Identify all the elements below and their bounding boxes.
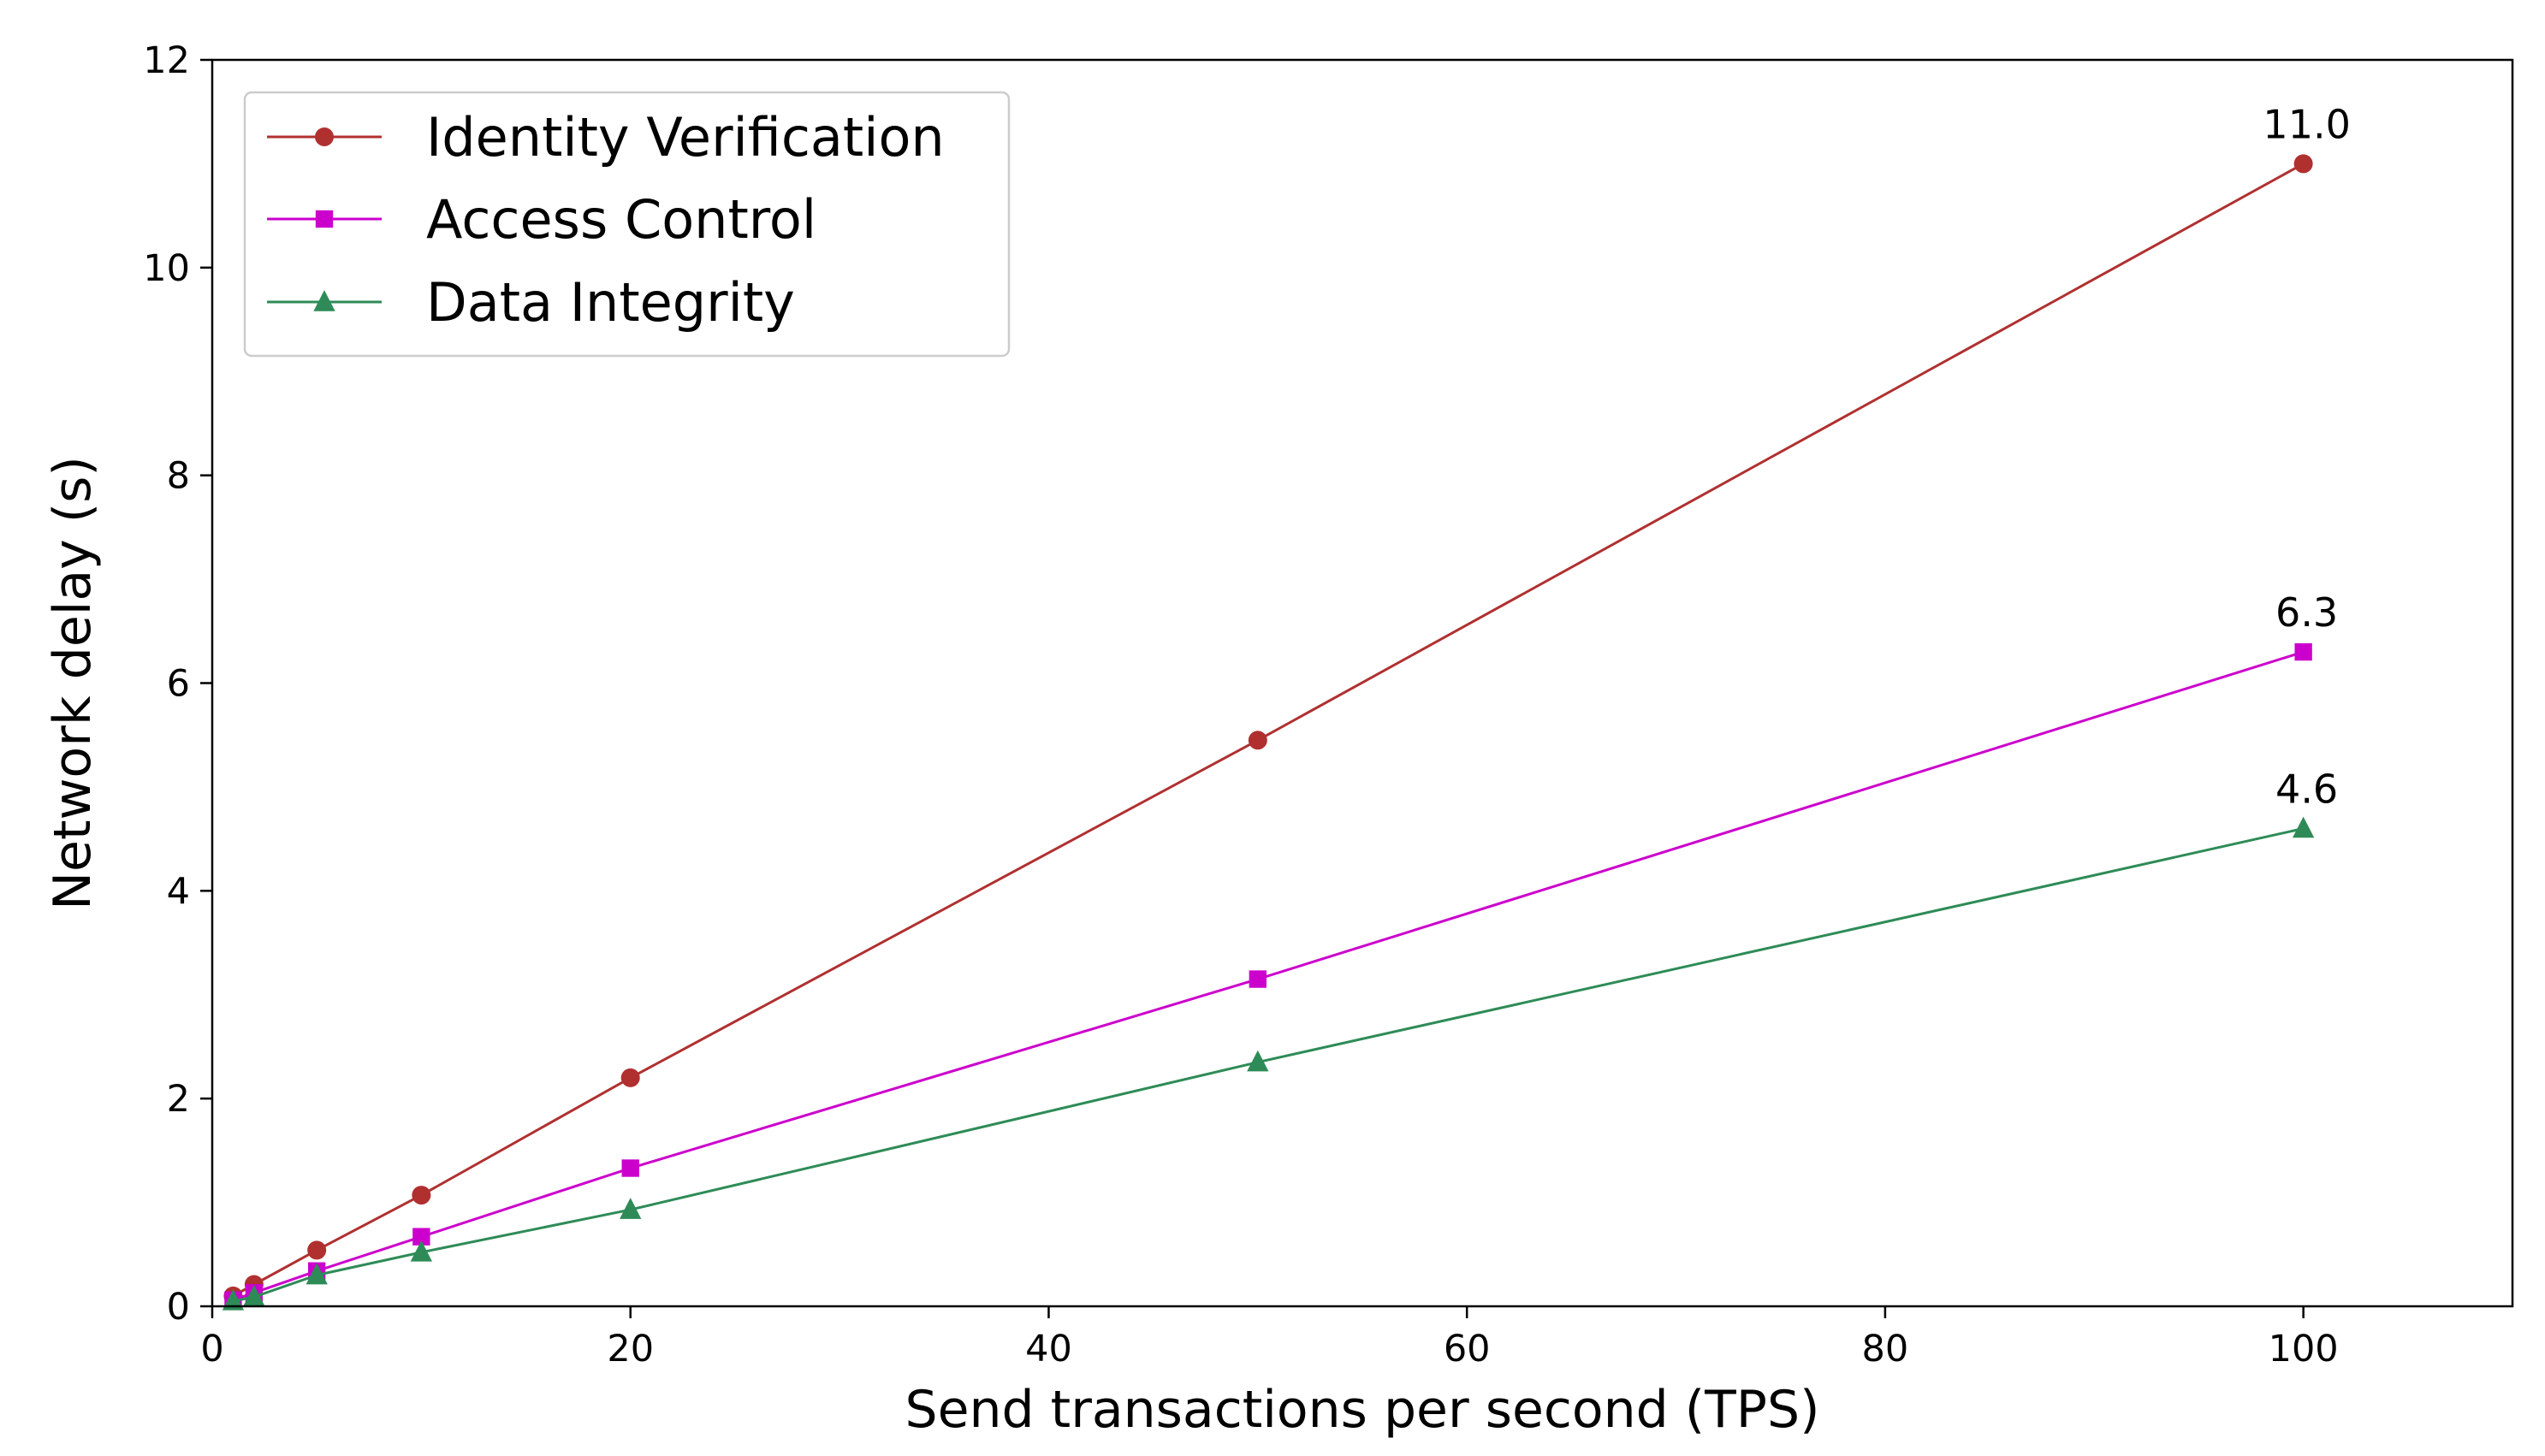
legend: Identity Verification Access Control Data … bbox=[243, 91, 1011, 358]
data-point bbox=[243, 1285, 265, 1306]
y-axis-title: Network delay (s) bbox=[43, 456, 103, 910]
legend-marker bbox=[315, 127, 334, 146]
x-tick-label: 0 bbox=[200, 1328, 223, 1370]
data-point bbox=[1248, 731, 1267, 750]
data-point bbox=[620, 1068, 640, 1087]
series-line-2 bbox=[232, 650, 2305, 1302]
x-tick-label: 100 bbox=[2269, 1328, 2339, 1370]
data-point bbox=[410, 1240, 433, 1262]
data-point bbox=[412, 1228, 430, 1246]
axes: 0 20 40 60 80 100 0 2 4 6 8 10 12 bbox=[143, 39, 2514, 1370]
data-point bbox=[2293, 154, 2313, 174]
end-value-label: 11.0 bbox=[2263, 101, 2350, 147]
data-point bbox=[307, 1240, 327, 1260]
x-axis-title: Send transactions per second (TPS) bbox=[905, 1380, 1820, 1440]
end-value-label: 6.3 bbox=[2275, 589, 2338, 636]
y-tick-label: 4 bbox=[167, 870, 190, 913]
x-tick-label: 20 bbox=[607, 1328, 654, 1370]
data-point bbox=[1249, 970, 1267, 988]
data-point bbox=[412, 1186, 431, 1205]
y-tick-label: 2 bbox=[167, 1078, 190, 1121]
plot-area: 11.0 6.3 4.6 bbox=[222, 101, 2351, 1311]
data-point bbox=[1247, 1050, 1269, 1072]
y-tick-label: 6 bbox=[167, 663, 190, 706]
legend-marker bbox=[315, 210, 334, 228]
x-tick-label: 40 bbox=[1025, 1328, 1072, 1370]
data-point bbox=[2294, 642, 2312, 661]
legend-label: Data Integrity bbox=[426, 271, 795, 334]
data-point bbox=[306, 1263, 328, 1285]
x-tick-label: 60 bbox=[1444, 1328, 1491, 1370]
x-tick-label: 80 bbox=[1862, 1328, 1909, 1370]
legend-marker bbox=[313, 290, 335, 311]
legend-label: Access Control bbox=[426, 188, 816, 251]
legend-label: Identity Verification bbox=[426, 106, 945, 169]
series-line-3 bbox=[233, 827, 2304, 1303]
legend-box bbox=[243, 91, 1011, 358]
data-point bbox=[222, 1289, 245, 1311]
y-tick-label: 10 bbox=[143, 247, 190, 290]
end-value-label: 4.6 bbox=[2275, 766, 2338, 812]
data-point bbox=[621, 1159, 639, 1177]
y-tick-label: 0 bbox=[167, 1286, 190, 1329]
data-point bbox=[620, 1198, 642, 1219]
y-tick-label: 8 bbox=[167, 455, 190, 498]
data-point bbox=[2292, 816, 2315, 838]
y-tick-label: 12 bbox=[143, 39, 190, 82]
